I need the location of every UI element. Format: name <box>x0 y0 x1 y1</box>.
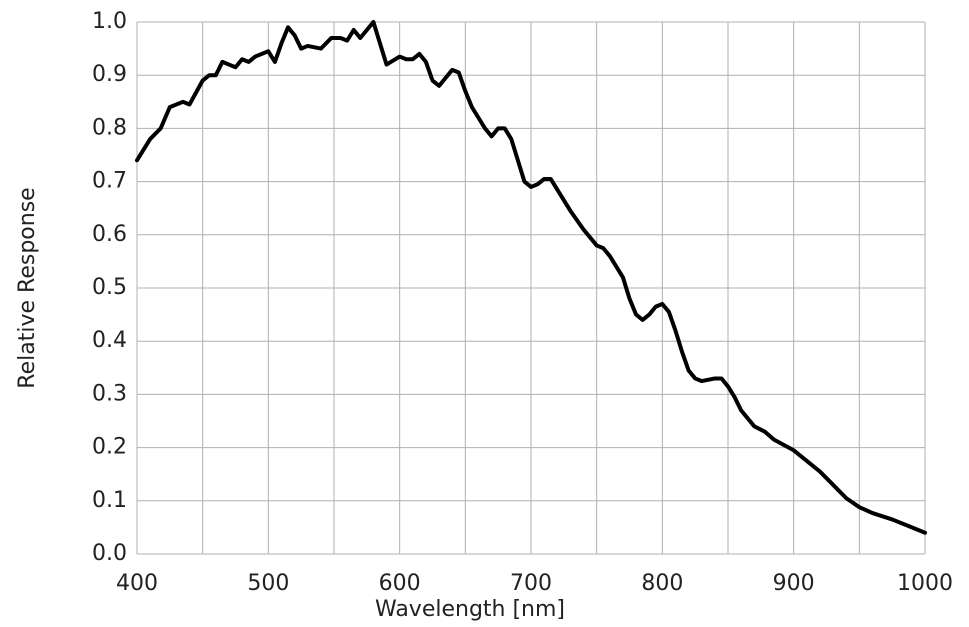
y-tick-label: 0.6 <box>92 222 127 247</box>
y-tick-label: 0.1 <box>92 488 127 513</box>
x-tick-label: 700 <box>510 571 552 596</box>
y-tick-label: 0.4 <box>92 328 127 353</box>
y-tick-label: 1.0 <box>92 9 127 34</box>
y-tick-label: 0.5 <box>92 275 127 300</box>
x-tick-label: 800 <box>641 571 683 596</box>
y-tick-label: 0.8 <box>92 115 127 140</box>
x-tick-label: 400 <box>116 571 158 596</box>
y-tick-label: 0.2 <box>92 435 127 460</box>
y-axis-title: Relative Response <box>15 187 40 388</box>
x-tick-label: 900 <box>773 571 815 596</box>
data-line <box>135 20 927 535</box>
y-tick-label: 0.3 <box>92 381 127 406</box>
x-tick-label: 600 <box>379 571 421 596</box>
x-axis-title: Wavelength [nm] <box>375 597 565 622</box>
y-tick-label: 0.0 <box>92 541 127 566</box>
x-tick-label: 500 <box>247 571 289 596</box>
x-tick-label: 1000 <box>897 571 953 596</box>
y-tick-label: 0.9 <box>92 62 127 87</box>
y-tick-label: 0.7 <box>92 169 127 194</box>
